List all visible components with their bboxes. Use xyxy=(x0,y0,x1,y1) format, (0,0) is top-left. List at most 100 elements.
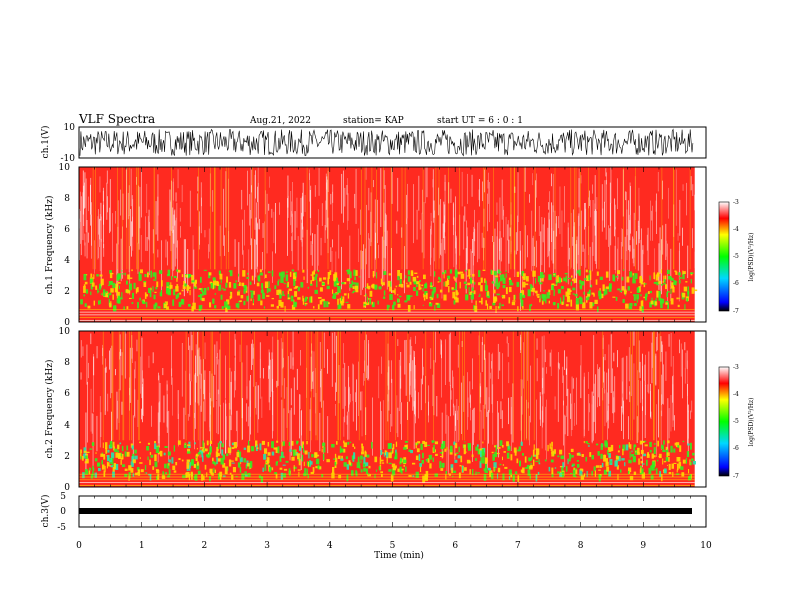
spec-band-cell xyxy=(231,442,235,446)
spec-streak xyxy=(157,412,159,463)
spec-band-cell xyxy=(475,446,479,451)
spec-streak xyxy=(406,194,407,225)
spec-streak xyxy=(485,358,486,405)
spec-streak xyxy=(661,374,662,406)
spec-band-cell xyxy=(255,440,258,446)
spec-band-cell xyxy=(383,452,385,457)
spec-band-cell xyxy=(103,454,106,460)
spec-band-cell xyxy=(441,443,444,450)
ch1-waveform-panel: 10 -10 ch.1(V) xyxy=(40,123,707,164)
spec-band-cell xyxy=(575,303,579,311)
spec-band-cell xyxy=(219,273,223,280)
spec-band-cell xyxy=(268,281,270,288)
spec-band-cell xyxy=(388,305,390,308)
spec-band-cell xyxy=(514,450,517,456)
spec-streak xyxy=(431,221,432,235)
spec-band-cell xyxy=(243,447,247,450)
spec-streak xyxy=(335,404,336,416)
spec-band-cell xyxy=(155,469,159,471)
spec-streak xyxy=(109,207,110,234)
spec-band-cell xyxy=(298,459,301,466)
spec-streak xyxy=(330,247,332,262)
spec-band-cell xyxy=(667,440,670,444)
spec-streak xyxy=(571,376,573,430)
spec-band-cell xyxy=(429,463,432,469)
spec-streak xyxy=(197,176,199,192)
spec-band-cell xyxy=(87,471,89,474)
spec-streak xyxy=(229,415,231,456)
spec-band-cell xyxy=(451,287,454,290)
spec-band-cell xyxy=(561,301,564,305)
spec-band-cell xyxy=(111,452,115,459)
spec-streak xyxy=(332,184,334,203)
spec-band-cell xyxy=(341,282,345,285)
spec-band-cell xyxy=(109,458,111,461)
spec-band-cell xyxy=(658,453,662,459)
spec-band-cell xyxy=(490,269,493,275)
spec-streak xyxy=(455,413,456,431)
spec-band-cell xyxy=(85,289,89,294)
ch1-ytick-bottom: -10 xyxy=(61,154,76,164)
spec-streak xyxy=(249,194,251,226)
spec-band-cell xyxy=(261,440,265,445)
spec-band-cell xyxy=(619,290,623,293)
spec-band-cell xyxy=(352,286,355,289)
spec-streak xyxy=(109,179,111,232)
spec-streak xyxy=(608,368,609,429)
spec-band-cell xyxy=(345,456,348,460)
spec-streak xyxy=(262,252,263,271)
spec-band-cell xyxy=(108,281,112,285)
spec-band-cell xyxy=(627,470,630,475)
spec-streak xyxy=(554,396,556,410)
spec-streak xyxy=(471,174,473,197)
spec-band-cell xyxy=(107,455,110,462)
spec-band-cell xyxy=(247,472,251,478)
spec-band-cell xyxy=(413,287,416,291)
spec-band-cell xyxy=(253,290,255,295)
spec-band-cell xyxy=(616,465,619,470)
spec-band-cell xyxy=(163,303,168,308)
spec-band-cell xyxy=(469,292,472,295)
spec-band-cell xyxy=(522,294,526,298)
spec-band-cell xyxy=(440,456,443,457)
spec-band-cell xyxy=(434,305,436,311)
spec-streak xyxy=(532,235,534,296)
spec-band-cell xyxy=(653,281,657,284)
spec-streak xyxy=(247,170,248,206)
spec-band-cell xyxy=(334,453,337,458)
spec-streak xyxy=(406,218,408,270)
spec-streak xyxy=(637,370,639,406)
spec-streak xyxy=(464,206,466,222)
spec-streak xyxy=(594,203,596,262)
spec-streak xyxy=(626,209,628,261)
spec-band-cell xyxy=(213,467,215,473)
spec-streak xyxy=(368,187,370,211)
spec-streak xyxy=(418,175,420,211)
spec-streak xyxy=(651,332,653,368)
spec-streak xyxy=(299,394,300,439)
spec-streak xyxy=(580,210,582,266)
spec-streak xyxy=(368,340,369,379)
spec-band-cell xyxy=(639,306,643,311)
spec-band-cell xyxy=(313,306,315,309)
spec-streak xyxy=(542,367,544,423)
spec-band-cell xyxy=(455,290,458,296)
spec-streak xyxy=(450,385,451,417)
spec-band-cell xyxy=(360,469,363,473)
spec-streak xyxy=(637,220,639,271)
spec-band-cell xyxy=(244,471,247,476)
spec-band-cell xyxy=(454,278,456,281)
spec-band-cell xyxy=(600,443,603,450)
spec-band-cell xyxy=(687,443,690,446)
spec-band-cell xyxy=(112,294,114,300)
ch3-waveform-panel: 5 0 -5 ch.3(V) xyxy=(40,492,707,533)
spec-streak xyxy=(309,190,311,218)
spec-streak xyxy=(296,368,298,390)
spec-band-cell xyxy=(149,290,152,298)
spec-streak xyxy=(492,352,493,413)
spec-streak xyxy=(197,193,198,211)
spec-streak xyxy=(469,381,471,403)
ch2-cb-tick-7: -7 xyxy=(733,473,739,480)
spec-streak xyxy=(332,191,333,221)
spec-streak xyxy=(524,225,526,269)
